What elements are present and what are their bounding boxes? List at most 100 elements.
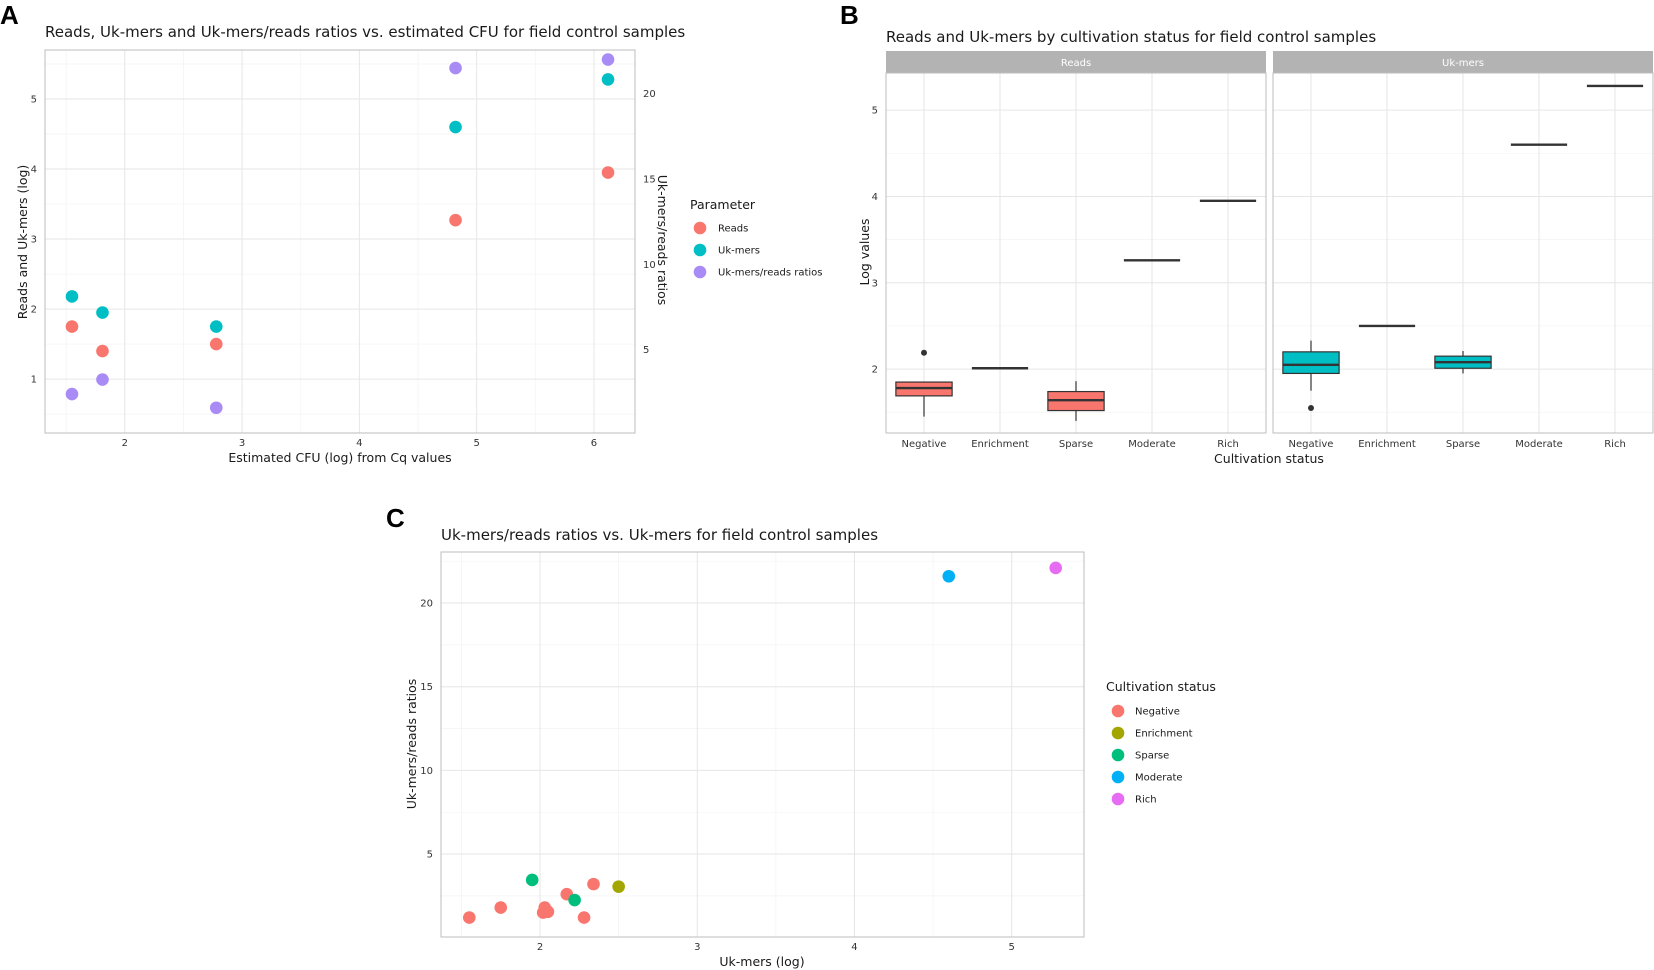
panel-a-y-tick-label: 3 bbox=[31, 235, 37, 246]
panel-a-gridlines bbox=[45, 50, 635, 433]
panel-c-legend-title: Cultivation status bbox=[1106, 679, 1216, 694]
panel-a-x-tick-label: 4 bbox=[356, 438, 362, 449]
panel-c-point-negative bbox=[577, 911, 591, 924]
panel-c-y-tick-label: 15 bbox=[420, 682, 433, 693]
facet-strip-label-reads: Reads bbox=[1061, 58, 1091, 69]
facet-reads-plot-frame bbox=[885, 72, 1267, 434]
panel-a-y-tick-label: 1 bbox=[31, 375, 37, 386]
facet-ukmers-boxes bbox=[1282, 84, 1644, 411]
panel-c-point-negative bbox=[587, 877, 600, 891]
panel-a-point-reads bbox=[96, 344, 109, 358]
panel-c-point-negative bbox=[494, 901, 508, 914]
panel-b-y-axis-title: Log values bbox=[857, 219, 872, 286]
facet-reads-x-tick-label: Enrichment bbox=[971, 439, 1029, 450]
panel-a-plot-frame bbox=[44, 49, 636, 434]
panel-c-point-sparse bbox=[525, 873, 539, 887]
panel-a-point-uk-mers-reads-ratios bbox=[449, 61, 462, 75]
box-ukmers-negative-outlier bbox=[1308, 404, 1314, 411]
panel-a-legend-title: Parameter bbox=[690, 197, 756, 212]
panel-a-point-uk-mers-reads-ratios bbox=[65, 387, 79, 401]
panel-a-point-uk-mers bbox=[601, 73, 615, 86]
panel-c-legend-label-rich: Rich bbox=[1135, 795, 1157, 806]
facet-reads-x-tick-label: Negative bbox=[902, 439, 947, 450]
panel-c-legend-key-rich bbox=[1111, 792, 1125, 806]
panel-c-point-sparse bbox=[568, 893, 581, 907]
panel-a-point-reads bbox=[449, 213, 462, 227]
panel-a-point-uk-mers bbox=[65, 290, 79, 303]
panel-a-ticks: 2 3 4 5 6 1 2 3 4 5 5 10 15 20 bbox=[31, 89, 656, 449]
facet-reads-boxes bbox=[895, 199, 1257, 421]
panel-c-x-tick-label: 4 bbox=[851, 942, 857, 953]
panel-c-legend-label-enrichment: Enrichment bbox=[1135, 729, 1193, 740]
panel-c-point-rich bbox=[1049, 561, 1063, 575]
panel-a-title: Reads, Uk-mers and Uk-mers/reads ratios … bbox=[45, 23, 685, 41]
panel-b-y-tick-label: 3 bbox=[872, 278, 878, 289]
panel-a-x-tick-label: 3 bbox=[239, 438, 245, 449]
panel-c-x-axis-title: Uk-mers (log) bbox=[719, 954, 804, 969]
box-reads-negative-outlier bbox=[921, 349, 927, 356]
panel-b: B Reads and Uk-mers by cultivation statu… bbox=[840, 0, 1654, 466]
facet-ukmers-x-tick-label: Enrichment bbox=[1358, 439, 1416, 450]
panel-c-x-tick-label: 2 bbox=[537, 942, 543, 953]
panel-b-y-tick-label: 2 bbox=[872, 365, 878, 376]
panel-c-y-tick-label: 5 bbox=[427, 850, 433, 861]
panel-a-legend-key-uk-mers-reads-ratios bbox=[693, 265, 707, 279]
panel-a-legend: Parameter Reads Uk-mers Uk-mers/reads rati… bbox=[690, 197, 822, 279]
panel-a-legend-label-reads: Reads bbox=[718, 224, 748, 235]
panel-a-y2-axis-title: Uk-mers/reads ratios bbox=[655, 175, 670, 306]
panel-c-y-axis-title: Uk-mers/reads ratios bbox=[404, 679, 419, 810]
panel-a-y2-tick-label: 20 bbox=[643, 89, 656, 100]
panel-c-legend: Cultivation status Negative Enrichment Spa… bbox=[1106, 679, 1216, 806]
panel-a-x-tick-label: 5 bbox=[473, 438, 479, 449]
panel-a-point-reads bbox=[601, 166, 615, 179]
panel-b-title: Reads and Uk-mers by cultivation status … bbox=[886, 28, 1376, 46]
panel-c-legend-key-moderate bbox=[1111, 770, 1125, 784]
panel-a-point-uk-mers bbox=[449, 120, 462, 134]
facet-strip-ukmers bbox=[1273, 51, 1653, 73]
panel-c-title: Uk-mers/reads ratios vs. Uk-mers for fie… bbox=[441, 526, 878, 544]
facet-reads-gridlines bbox=[886, 73, 1266, 433]
facet-ukmers-x-tick-label: Rich bbox=[1604, 439, 1626, 450]
panel-a-point-uk-mers bbox=[96, 306, 109, 319]
panel-b-y-tick-label: 5 bbox=[872, 106, 878, 117]
panel-a-point-uk-mers bbox=[209, 320, 223, 333]
panel-letter-a: A bbox=[0, 0, 19, 30]
panel-a-y2-tick-label: 5 bbox=[643, 345, 649, 356]
panel-a-x-tick-label: 6 bbox=[591, 438, 597, 449]
panel-a-legend-key-reads bbox=[693, 221, 707, 235]
panel-c-gridlines bbox=[441, 552, 1084, 937]
panel-c-legend-label-negative: Negative bbox=[1135, 707, 1180, 718]
panel-a-x-tick-label: 2 bbox=[122, 438, 128, 449]
facet-ukmers-x-tick-label: Negative bbox=[1289, 439, 1334, 450]
facet-ukmers-gridlines bbox=[1273, 73, 1653, 433]
facet-strip-reads bbox=[886, 51, 1266, 73]
panel-b-x-axis-title: Cultivation status bbox=[1214, 451, 1324, 466]
panel-a-x-axis-title: Estimated CFU (log) from Cq values bbox=[228, 450, 451, 465]
panel-c-points bbox=[462, 561, 1063, 924]
panel-c-point-moderate bbox=[942, 569, 956, 583]
panel-c-ticks: 2 3 4 5 5 10 15 20 bbox=[420, 599, 1015, 953]
panel-a-y-tick-label: 2 bbox=[31, 305, 37, 316]
panel-c-y-tick-label: 10 bbox=[420, 766, 433, 777]
panel-a-y2-tick-label: 15 bbox=[643, 175, 656, 186]
panel-a-point-reads bbox=[209, 337, 223, 351]
panel-a-y-tick-label: 5 bbox=[31, 95, 37, 106]
panel-c-legend-label-moderate: Moderate bbox=[1135, 773, 1183, 784]
panel-a-point-uk-mers-reads-ratios bbox=[209, 401, 223, 415]
panel-a-point-uk-mers-reads-ratios bbox=[601, 53, 615, 66]
panel-c-x-tick-label: 5 bbox=[1008, 942, 1014, 953]
panel-a-y2-tick-label: 10 bbox=[643, 260, 656, 271]
panel-c-legend-key-negative bbox=[1111, 704, 1125, 718]
panel-b-y-tick-label: 4 bbox=[872, 192, 878, 203]
panel-c-plot-frame bbox=[440, 551, 1085, 938]
panel-c-x-tick-label: 3 bbox=[694, 942, 700, 953]
panel-a: A Reads, Uk-mers and Uk-mers/reads ratio… bbox=[0, 0, 822, 465]
panel-c-y-tick-label: 20 bbox=[420, 599, 433, 610]
panel-c-legend-key-enrichment bbox=[1111, 726, 1125, 740]
panel-c-point-enrichment bbox=[612, 880, 625, 893]
panel-a-point-uk-mers-reads-ratios bbox=[96, 373, 109, 386]
facet-reads-x-tick-label: Sparse bbox=[1059, 439, 1093, 450]
box-ukmers-negative-iqr bbox=[1282, 351, 1340, 375]
panel-a-y-axis-title: Reads and Uk-mers (log) bbox=[15, 165, 30, 320]
